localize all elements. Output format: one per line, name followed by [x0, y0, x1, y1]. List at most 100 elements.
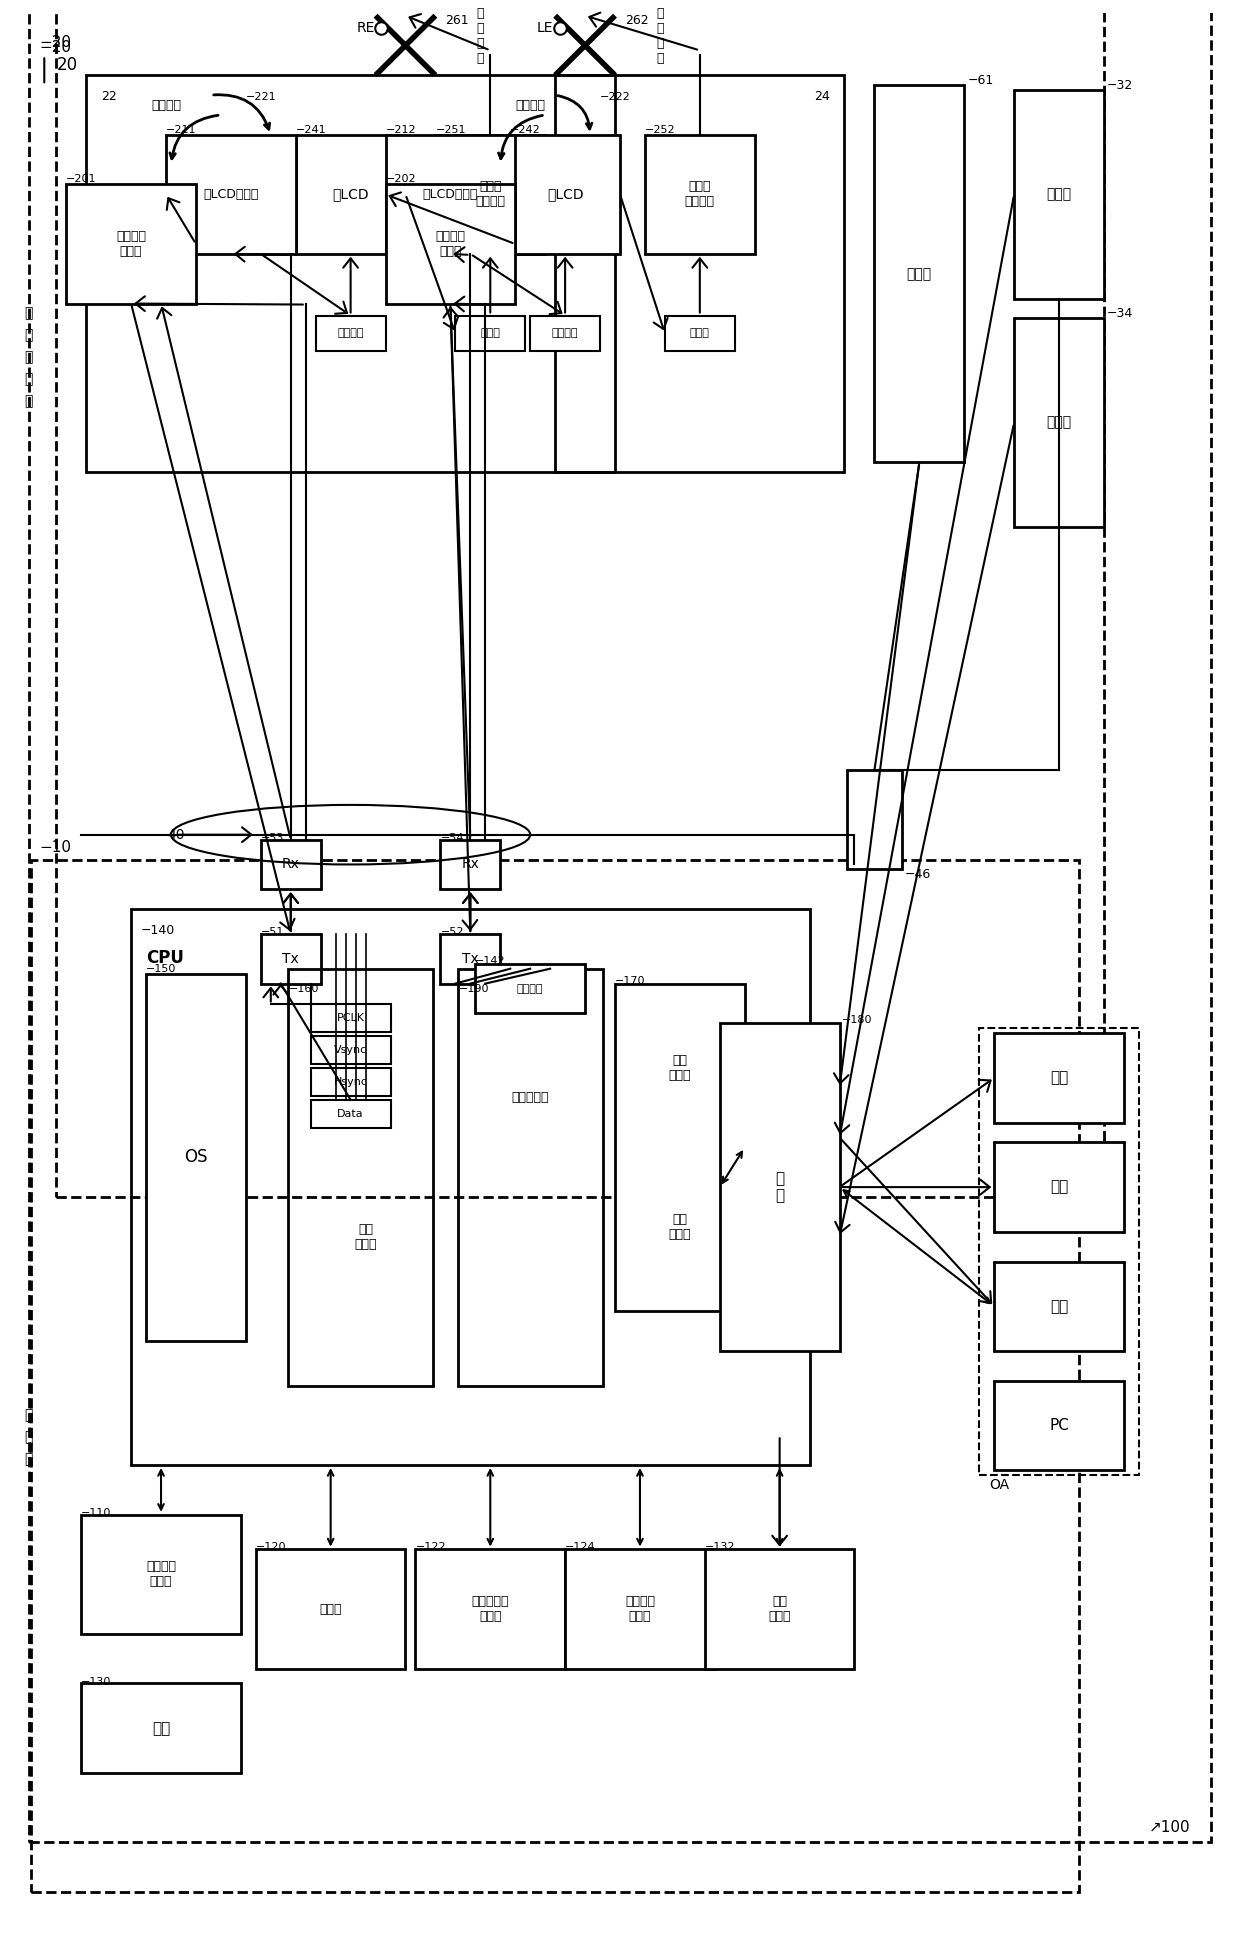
Text: 电源: 电源: [153, 1721, 170, 1735]
Text: −180: −180: [842, 1016, 872, 1026]
Text: PC: PC: [1049, 1418, 1069, 1432]
Text: LE: LE: [537, 21, 553, 35]
Text: −242: −242: [510, 124, 541, 134]
Text: −122: −122: [415, 1543, 446, 1552]
Text: 控: 控: [24, 1409, 32, 1422]
Text: OA: OA: [990, 1479, 1009, 1492]
Text: 右LCD控制部: 右LCD控制部: [203, 188, 259, 200]
Text: −221: −221: [246, 91, 277, 103]
Bar: [435, 134, 546, 255]
Text: 右投影
光学系统: 右投影 光学系统: [475, 181, 505, 208]
Text: 右LCD: 右LCD: [332, 187, 370, 202]
Text: 示: 示: [24, 371, 32, 387]
Text: −52: −52: [440, 927, 464, 937]
Bar: [146, 973, 246, 1341]
Text: 控制信号: 控制信号: [337, 328, 363, 338]
Bar: [295, 134, 405, 255]
Bar: [994, 1261, 1123, 1350]
Bar: [665, 317, 735, 352]
Text: −61: −61: [967, 74, 993, 87]
Text: 图像光: 图像光: [480, 328, 500, 338]
Bar: [386, 134, 516, 255]
Text: 右背光源: 右背光源: [151, 99, 181, 111]
Text: RE: RE: [356, 21, 374, 35]
Text: 部: 部: [24, 1451, 32, 1467]
Bar: [311, 1036, 391, 1065]
Bar: [704, 1549, 854, 1669]
Text: −20: −20: [40, 41, 72, 54]
Text: 左
光
波
板: 左 光 波 板: [656, 6, 663, 64]
Text: 左背光源: 左背光源: [515, 99, 546, 111]
Text: 图像
处理部: 图像 处理部: [355, 1222, 377, 1251]
Text: −10: −10: [40, 839, 72, 855]
Text: 右
光
波
板: 右 光 波 板: [476, 6, 484, 64]
Bar: [440, 935, 500, 983]
Bar: [166, 134, 295, 255]
Text: −130: −130: [81, 1677, 112, 1687]
Bar: [847, 769, 901, 869]
Bar: [31, 859, 1079, 1892]
Text: −53: −53: [260, 834, 284, 843]
Bar: [260, 839, 321, 890]
Text: 左耳机: 左耳机: [1047, 416, 1071, 429]
Bar: [415, 1549, 565, 1669]
Text: 40: 40: [167, 828, 185, 841]
Text: −46: −46: [904, 869, 930, 880]
Text: Rx: Rx: [461, 857, 480, 872]
Text: CPU: CPU: [146, 948, 184, 968]
Text: −251: −251: [435, 124, 466, 134]
Bar: [994, 1142, 1123, 1232]
Text: 左LCD: 左LCD: [547, 187, 584, 202]
Text: 无线
通信部: 无线 通信部: [769, 1595, 791, 1622]
Text: 内容: 内容: [1050, 1071, 1068, 1086]
Bar: [440, 839, 500, 890]
Text: 手机: 手机: [1050, 1298, 1068, 1313]
Text: −132: −132: [704, 1543, 735, 1552]
Bar: [311, 1069, 391, 1096]
Text: 声音
处理部: 声音 处理部: [668, 1212, 691, 1242]
Bar: [475, 964, 585, 1014]
Bar: [455, 317, 526, 352]
Bar: [1014, 89, 1104, 299]
Bar: [719, 1024, 839, 1350]
Text: Tx: Tx: [463, 952, 479, 966]
Text: 261: 261: [445, 14, 469, 27]
Bar: [615, 983, 745, 1312]
Text: 24: 24: [815, 89, 831, 103]
Text: −20: −20: [40, 35, 72, 51]
Bar: [458, 970, 603, 1385]
Text: −212: −212: [386, 124, 417, 134]
Text: 左LCD控制部: 左LCD控制部: [423, 188, 479, 200]
Bar: [66, 185, 196, 303]
Text: −211: −211: [166, 124, 196, 134]
Bar: [311, 1100, 391, 1127]
Text: 20: 20: [56, 56, 77, 74]
Text: 像: 像: [24, 328, 32, 342]
Text: 输入信息
获取部: 输入信息 获取部: [146, 1560, 176, 1587]
Text: −202: −202: [386, 175, 417, 185]
Text: −110: −110: [81, 1508, 112, 1517]
Bar: [556, 76, 844, 472]
Bar: [56, 0, 1104, 1197]
Text: ↗100: ↗100: [1148, 1821, 1190, 1834]
Bar: [311, 1005, 391, 1032]
Text: 存储部: 存储部: [320, 1603, 342, 1615]
Bar: [288, 970, 433, 1385]
Bar: [980, 1028, 1138, 1475]
Text: 图: 图: [24, 307, 32, 321]
Text: −34: −34: [1107, 307, 1133, 321]
Text: 不可见信息
存储部: 不可见信息 存储部: [471, 1595, 510, 1622]
Text: 图像光: 图像光: [689, 328, 709, 338]
Text: −241: −241: [295, 124, 326, 134]
Text: −170: −170: [615, 975, 646, 985]
Bar: [994, 1381, 1123, 1471]
Bar: [531, 317, 600, 352]
Text: −160: −160: [289, 983, 319, 993]
Text: 游戏: 游戏: [1050, 1179, 1068, 1195]
Text: −201: −201: [66, 175, 97, 185]
Bar: [565, 1549, 714, 1669]
Bar: [994, 1034, 1123, 1123]
Text: −252: −252: [645, 124, 676, 134]
Text: −120: −120: [255, 1543, 286, 1552]
Text: Vsync: Vsync: [334, 1045, 367, 1055]
